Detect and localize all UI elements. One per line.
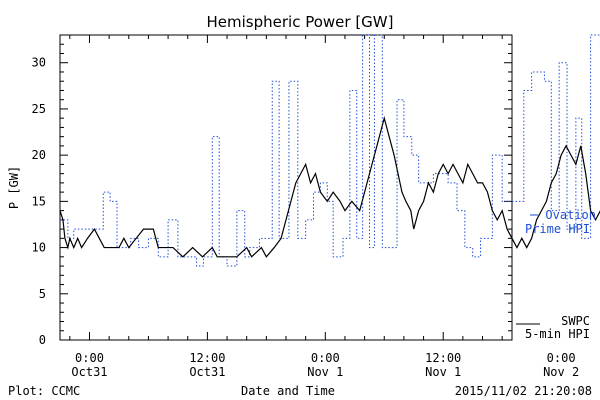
y-tick-label: 20 — [32, 148, 46, 162]
x-axis-label: Date and Time — [241, 384, 335, 398]
y-tick-label: 5 — [39, 287, 46, 301]
legend-swpc-label-line1: SWPC — [561, 314, 590, 328]
x-tick-label-date: Nov 1 — [425, 365, 461, 379]
x-tick-label-time: 0:00 — [75, 351, 104, 365]
y-tick-label: 10 — [32, 241, 46, 255]
x-tick-label-time: 0:00 — [311, 351, 340, 365]
series-layer — [59, 34, 600, 267]
x-tick-label-time: 12:00 — [425, 351, 461, 365]
series-swpc-line — [59, 115, 600, 258]
footer-credit: Plot: CCMC — [8, 384, 80, 398]
x-tick-label-date: Oct31 — [71, 365, 107, 379]
y-axis-label: P [GW] — [7, 166, 21, 209]
chart-title: Hemispheric Power [GW] — [207, 13, 394, 31]
y-tick-label: 15 — [32, 194, 46, 208]
legend-ovation-prime: Ovation Prime HPI — [525, 208, 596, 236]
x-tick-label-date: Nov 2 — [543, 365, 579, 379]
x-tick-label-time: 0:00 — [547, 351, 576, 365]
legend-swpc: SWPC 5-min HPI — [516, 314, 590, 341]
legend-ovation-label-line2: Prime HPI — [525, 222, 590, 236]
x-tick-label-date: Oct31 — [189, 365, 225, 379]
y-tick-label: 30 — [32, 56, 46, 70]
x-tick-label-time: 12:00 — [189, 351, 225, 365]
legend-ovation-label-line1: Ovation — [545, 208, 596, 222]
plot-area-frame — [59, 34, 513, 341]
x-tick-label-date: Nov 1 — [307, 365, 343, 379]
legend-swpc-label-line2: 5-min HPI — [525, 327, 590, 341]
footer-timestamp: 2015/11/02 21:20:08 — [455, 384, 592, 398]
y-tick-label: 25 — [32, 102, 46, 116]
y-axis-ticks: 0 5 10 15 20 25 30 — [32, 34, 512, 347]
y-tick-label: 0 — [39, 333, 46, 347]
